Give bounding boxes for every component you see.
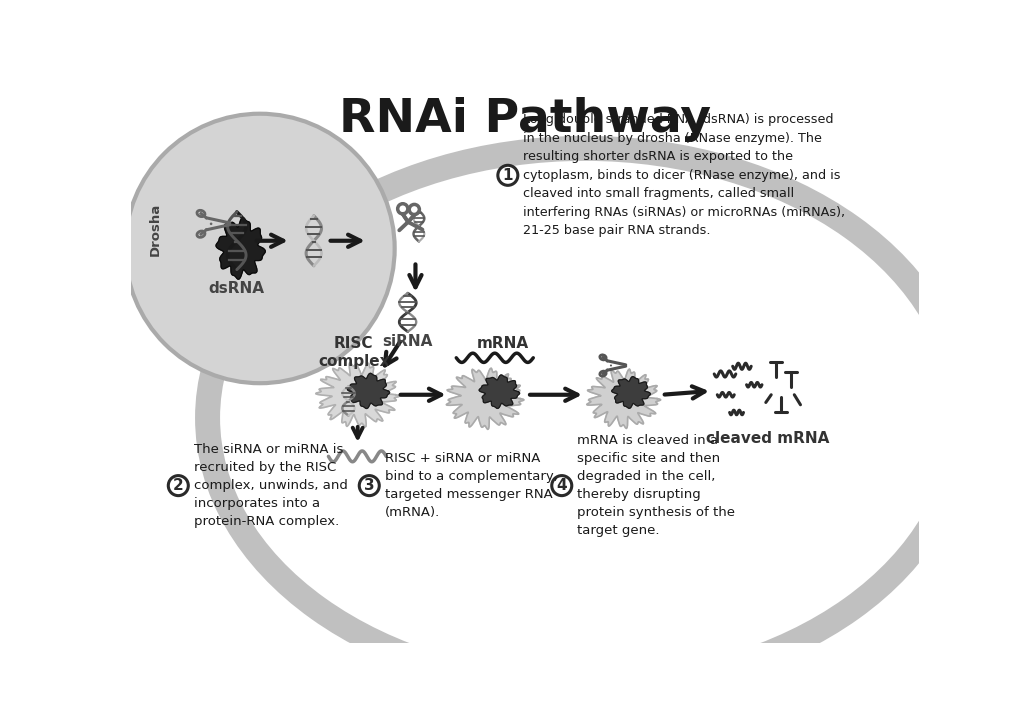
Circle shape: [498, 166, 518, 185]
Text: RISC + siRNA or miRNA
bind to a complementary,
targeted messenger RNA
(mRNA).: RISC + siRNA or miRNA bind to a compleme…: [385, 452, 557, 519]
Polygon shape: [347, 373, 389, 408]
Text: siRNA: siRNA: [383, 334, 433, 349]
Circle shape: [210, 223, 212, 225]
Text: RNAi Pathway: RNAi Pathway: [339, 97, 711, 142]
Text: 4: 4: [556, 478, 567, 493]
Text: RISC
complex: RISC complex: [318, 336, 389, 369]
Circle shape: [610, 364, 612, 367]
Text: 1: 1: [503, 168, 513, 183]
Circle shape: [168, 476, 188, 496]
Polygon shape: [446, 368, 524, 429]
Text: 2: 2: [173, 478, 183, 493]
Polygon shape: [216, 218, 265, 279]
Text: Drosha: Drosha: [148, 202, 162, 256]
Polygon shape: [479, 375, 519, 408]
Text: mRNA: mRNA: [476, 335, 528, 351]
Circle shape: [359, 476, 379, 496]
Text: Long double stranded RNA (dsRNA) is processed
in the nucleus by drosha (RNase en: Long double stranded RNA (dsRNA) is proc…: [523, 114, 846, 237]
Polygon shape: [315, 363, 399, 427]
Text: dsRNA: dsRNA: [209, 281, 265, 296]
Text: The siRNA or miRNA is
recruited by the RISC
complex, unwinds, and
incorporates i: The siRNA or miRNA is recruited by the R…: [194, 443, 347, 528]
Text: mRNA is cleaved in a
specific site and then
degraded in the cell,
thereby disrup: mRNA is cleaved in a specific site and t…: [578, 434, 735, 537]
Circle shape: [125, 114, 394, 383]
Text: cleaved mRNA: cleaved mRNA: [707, 431, 829, 446]
Polygon shape: [611, 377, 650, 408]
Text: 3: 3: [364, 478, 375, 493]
Circle shape: [552, 476, 571, 496]
Polygon shape: [587, 369, 660, 429]
